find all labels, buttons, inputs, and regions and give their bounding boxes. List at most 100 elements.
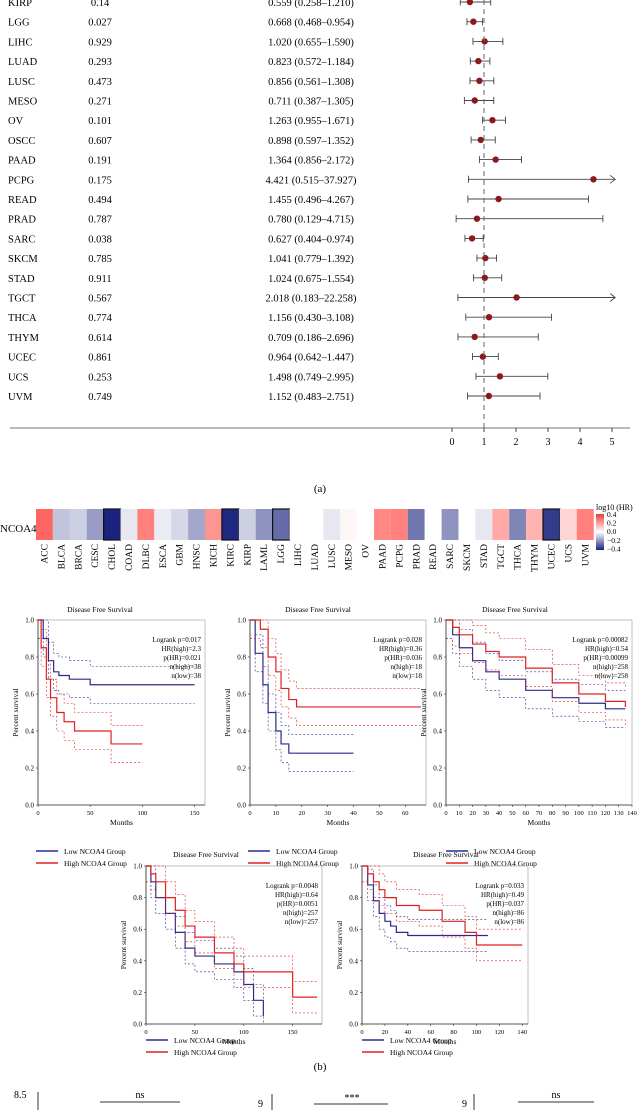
heatmap-cell bbox=[306, 509, 324, 540]
forest-ci-arrow bbox=[609, 174, 616, 184]
heatmap-cancer-label: UCEC bbox=[547, 544, 557, 569]
km-legend-low: Low NCOA4 Group bbox=[276, 847, 338, 856]
forest-cancer-label: READ bbox=[8, 195, 37, 206]
forest-hr-ci: 1.156 (0.430–3.108) bbox=[268, 313, 354, 324]
km-title: Disease Free Survival bbox=[285, 605, 351, 614]
forest-hr-ci: 0.856 (0.561–1.308) bbox=[268, 77, 354, 88]
forest-pvalue: 0.293 bbox=[88, 57, 112, 68]
km-ytick-label: 0.0 bbox=[133, 1021, 142, 1029]
forest-tick-label: 0 bbox=[450, 437, 455, 448]
forest-hr-point bbox=[492, 156, 499, 163]
km-curve-high bbox=[146, 865, 318, 998]
km-legend-low: Low NCOA4 Group bbox=[390, 1036, 452, 1045]
heatmap-cancer-label: KIRC bbox=[226, 544, 236, 567]
km-ytick-label: 0.6 bbox=[25, 691, 34, 699]
colorbar-tick-label: −0.4 bbox=[607, 544, 621, 553]
forest-hr-ci: 1.041 (0.779–1.392) bbox=[268, 254, 354, 265]
strip-ytick-2: 9 bbox=[258, 1099, 263, 1110]
km-plot: Disease Free Survival 0.0 0.2 0.4 0.6 0.8 1.0 0… bbox=[335, 850, 529, 1057]
forest-row: SARC 0.038 0.627 (0.404–0.974) bbox=[8, 234, 484, 245]
km-xtick-label: 40 bbox=[405, 1029, 412, 1036]
heatmap-cell bbox=[323, 509, 341, 540]
km-ytick-label: 0.4 bbox=[25, 728, 34, 736]
km-stat-phr: p(HR)=0.0051 bbox=[277, 900, 319, 908]
heatmap-cell bbox=[357, 509, 374, 540]
km-xtick-label: 50 bbox=[87, 810, 94, 817]
km-stat-phr: p(HR)=0.036 bbox=[384, 654, 422, 662]
forest-row: READ 0.494 1.455 (0.496–4.267) bbox=[8, 195, 589, 206]
km-xtick-label: 10 bbox=[456, 810, 463, 817]
heatmap-cell bbox=[509, 509, 527, 540]
heatmap-cell bbox=[492, 509, 510, 540]
km-xtick-label: 20 bbox=[299, 810, 306, 817]
km-stat-hr: HR(high)=0.36 bbox=[379, 645, 423, 653]
forest-hr-point bbox=[476, 77, 483, 85]
km-ytick-label: 0.2 bbox=[433, 765, 442, 773]
heatmap-cancer-label: LAML bbox=[260, 544, 270, 571]
colorbar-ticks: 0.40.20.0−0.2−0.4 bbox=[607, 510, 621, 553]
km-ytick-label: 0.8 bbox=[133, 894, 142, 902]
km-ytick-label: 0.2 bbox=[25, 765, 34, 773]
heatmap-cancer-label: CESC bbox=[91, 544, 101, 568]
km-ytick-label: 0.8 bbox=[433, 654, 442, 662]
forest-cancer-label: TGCT bbox=[8, 294, 36, 305]
km-stat-logrank: Logrank p=0.017 bbox=[152, 636, 201, 644]
km-xtick-label: 50 bbox=[509, 810, 516, 817]
km-stat-logrank: Logrank p=0.028 bbox=[373, 636, 422, 644]
km-xlabel: Months bbox=[327, 818, 350, 827]
forest-cancer-label: THCA bbox=[8, 313, 37, 324]
forest-cancer-label: PRAD bbox=[8, 215, 36, 226]
km-ci-lower-low bbox=[446, 638, 626, 728]
heatmap-cancer-label: PCPG bbox=[395, 544, 405, 568]
km-xtick-label: 100 bbox=[239, 1029, 249, 1036]
forest-hr-point bbox=[471, 333, 478, 341]
forest-row: LIHC 0.929 1.020 (0.655–1.590) bbox=[8, 37, 504, 48]
km-ytick-label: 0.6 bbox=[433, 691, 442, 699]
heatmap-cancer-label: OV bbox=[362, 544, 372, 558]
forest-pvalue: 0.191 bbox=[88, 156, 112, 167]
km-curve-low bbox=[362, 865, 488, 937]
heatmap-cell bbox=[374, 509, 391, 540]
km-title: Disease Free Survival bbox=[482, 605, 548, 614]
km-xtick-label: 120 bbox=[495, 1029, 505, 1036]
forest-pvalue: 0.911 bbox=[88, 274, 111, 285]
km-stat-nlow: n(low)=258 bbox=[595, 672, 629, 680]
km-ytick-label: 1.0 bbox=[433, 617, 442, 625]
forest-cancer-label: PAAD bbox=[8, 156, 36, 167]
heatmap-cancer-label: GBM bbox=[176, 543, 186, 565]
heatmap-cell bbox=[407, 509, 425, 540]
km-stat-phr: p(HR)=0.037 bbox=[486, 900, 524, 908]
km-ytick-label: 0.6 bbox=[133, 926, 142, 934]
forest-pvalue: 0.494 bbox=[88, 195, 112, 206]
forest-hr-ci: 0.823 (0.572–1.184) bbox=[268, 57, 354, 68]
km-ytick-label: 0.2 bbox=[349, 989, 358, 997]
km-ytick-label: 0.4 bbox=[433, 728, 442, 736]
heatmap-cell bbox=[390, 509, 408, 540]
forest-row: THCA 0.774 1.156 (0.430–3.108) bbox=[8, 313, 552, 324]
forest-cancer-label: SKCM bbox=[8, 254, 38, 265]
forest-hr-point bbox=[485, 392, 493, 400]
forest-hr-ci: 1.024 (0.675–1.554) bbox=[268, 274, 354, 285]
strip-ytick-3: 9 bbox=[462, 1099, 467, 1110]
heatmap-cancer-label: HNSC bbox=[193, 544, 203, 569]
km-curve-low bbox=[146, 865, 264, 1017]
km-title: Disease Free Survival bbox=[67, 605, 133, 614]
km-xtick-label: 70 bbox=[536, 810, 543, 817]
km-xtick-label: 140 bbox=[627, 810, 637, 817]
km-curve-low bbox=[250, 619, 354, 754]
heatmap-gene-label: NCOA4 bbox=[0, 523, 37, 535]
forest-cancer-label: THYM bbox=[8, 333, 40, 344]
forest-row: MESO 0.271 0.711 (0.387–1.305) bbox=[8, 97, 495, 108]
strip-ytick-1: 8.5 bbox=[14, 1090, 27, 1101]
km-stat-nhigh: n(high)=257 bbox=[283, 909, 319, 917]
forest-tick-label: 5 bbox=[610, 437, 615, 448]
colorbar-tick-label: 0.0 bbox=[607, 527, 617, 536]
heatmap-cancer-label: ACC bbox=[40, 544, 50, 564]
forest-plot: KIRP 0.14 0.559 (0.258–1.210) LGG 0.027 0.668… bbox=[8, 0, 630, 495]
forest-hr-point bbox=[471, 97, 478, 104]
forest-cancer-label: UVM bbox=[8, 392, 33, 403]
km-ci-upper-low bbox=[362, 865, 488, 921]
km-xtick-label: 0 bbox=[144, 1029, 147, 1036]
heatmap-cancer-label: UVM bbox=[581, 543, 591, 566]
